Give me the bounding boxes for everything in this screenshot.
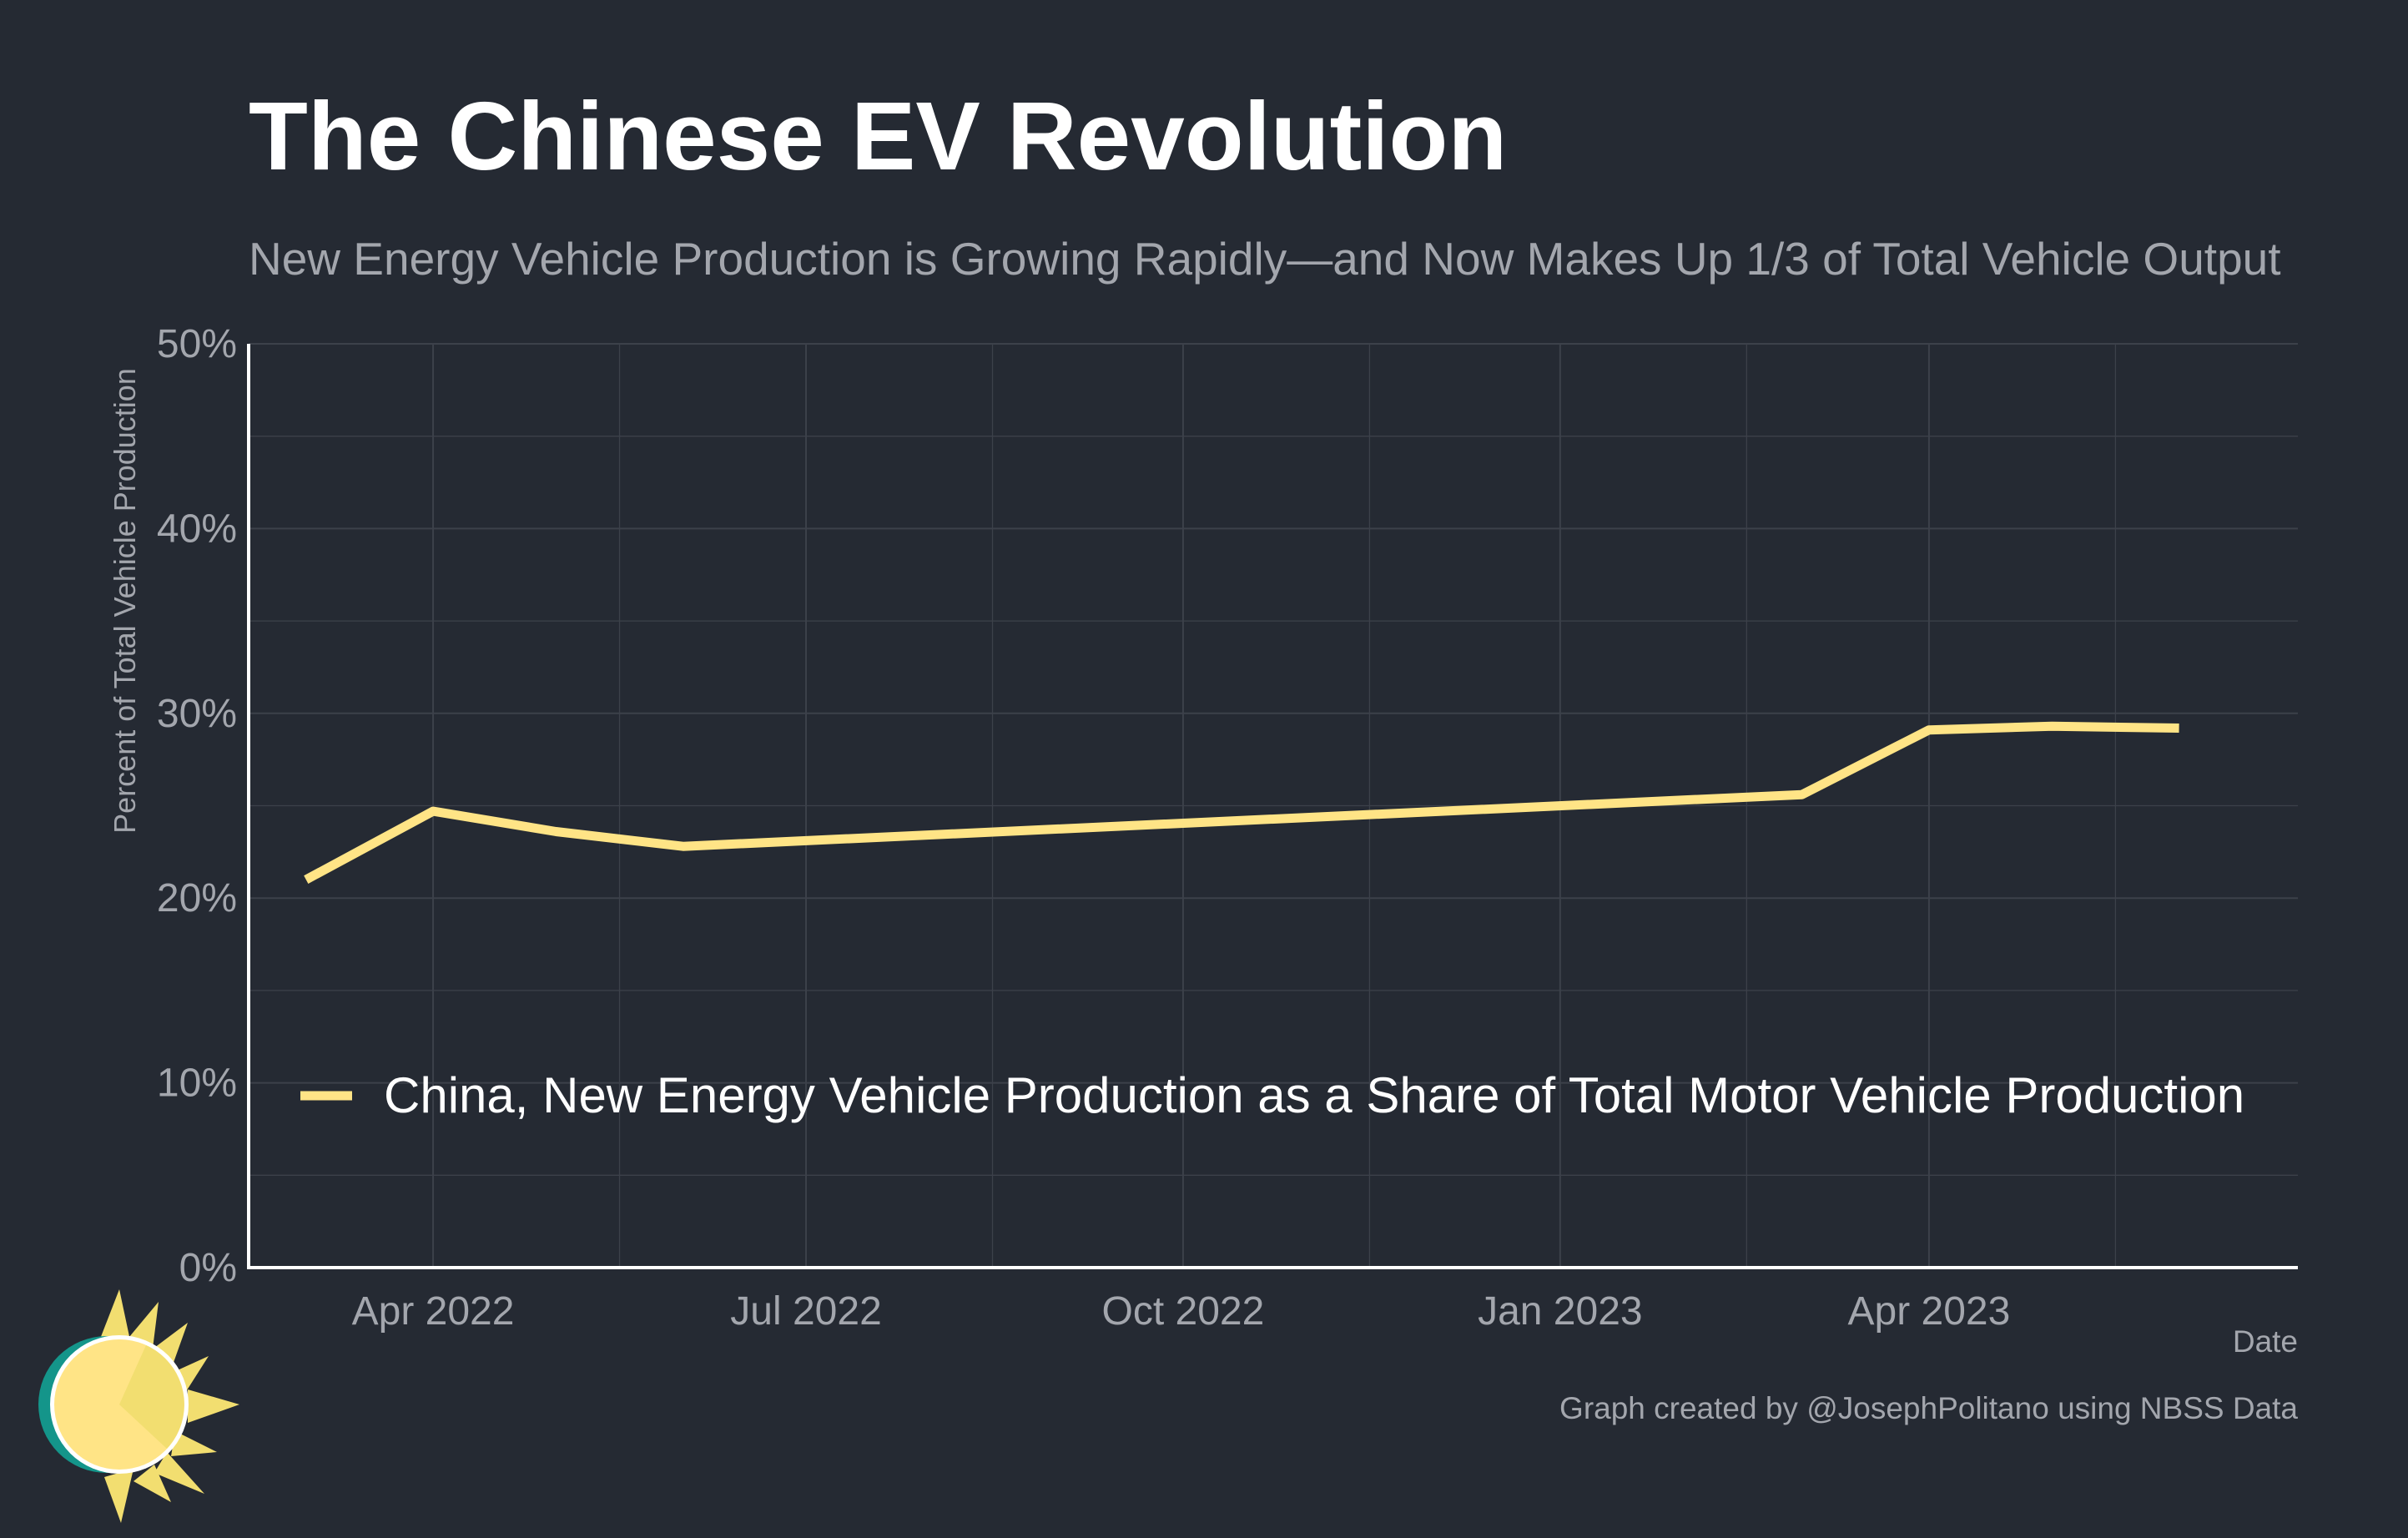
series-line (304, 721, 2179, 884)
y-tick-label: 0% (179, 1246, 237, 1290)
x-tick-label: Apr 2023 (1848, 1289, 2011, 1334)
x-tick-label: Oct 2022 (1102, 1289, 1265, 1334)
y-tick-label: 20% (157, 876, 237, 920)
x-axis-title: Date (2233, 1324, 2298, 1359)
legend-label: China, New Energy Vehicle Production as … (384, 1067, 2244, 1123)
y-tick-label: 40% (157, 507, 237, 551)
y-axis-label: Percent of Total Vehicle Production (108, 368, 142, 834)
source-credit: Graph created by @JosephPolitano using N… (1559, 1391, 2298, 1425)
series-layer (304, 721, 2179, 884)
legend: China, New Energy Vehicle Production as … (300, 1067, 2244, 1123)
axes (247, 344, 2298, 1269)
gridlines (249, 343, 2298, 1268)
chart-title: The Chinese EV Revolution (249, 82, 1508, 190)
y-tick-label: 50% (157, 322, 237, 366)
x-axis-ticks: Apr 2022 Jul 2022 Oct 2022 Jan 2023 Apr 2023 (352, 1289, 2011, 1334)
y-axis-ticks: 0% 10% 20% 30% 40% 50% (157, 322, 237, 1290)
y-tick-label: 10% (157, 1061, 237, 1106)
x-tick-label: Jul 2022 (730, 1289, 881, 1334)
chart-subtitle: New Energy Vehicle Production is Growing… (249, 233, 2281, 285)
sun-icon (38, 1289, 239, 1523)
x-tick-label: Apr 2022 (352, 1289, 515, 1334)
x-tick-label: Jan 2023 (1478, 1289, 1643, 1334)
y-tick-label: 30% (157, 692, 237, 736)
